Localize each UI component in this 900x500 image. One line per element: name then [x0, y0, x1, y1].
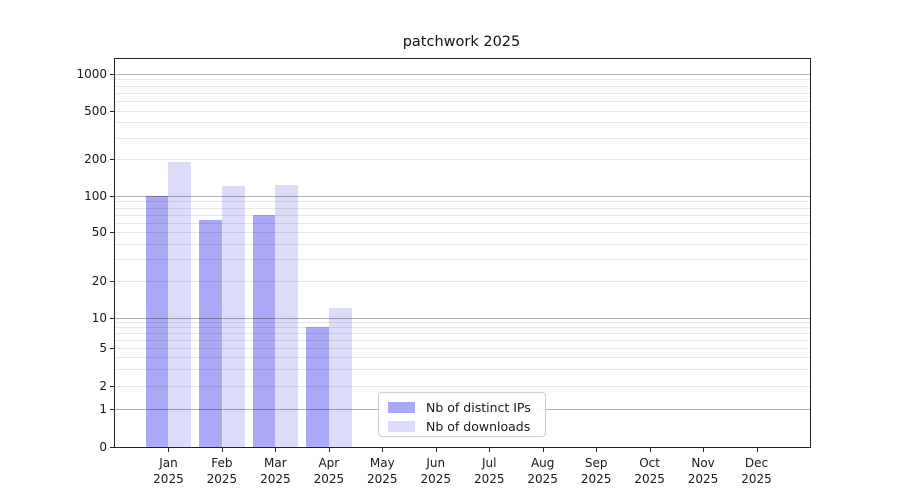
plot-area: 0 1 2 5 10 20 50 100 200 500 1000 Jan 2025 Feb 2025 M… [76, 58, 811, 486]
x-tick-label: Oct 2025 [634, 456, 665, 486]
y-tick-mark [110, 280, 115, 282]
legend-item-downloads: Nb of downloads [388, 418, 545, 435]
legend-label-downloads: Nb of downloads [426, 419, 531, 434]
y-tick-label: 1 [99, 401, 107, 416]
bar-distinct-ips-mar [252, 214, 276, 447]
y-tick-label: 200 [84, 152, 107, 167]
legend-label-distinct-ips: Nb of distinct IPs [426, 400, 531, 415]
x-tick-label: Mar 2025 [260, 456, 291, 486]
x-tick-mark [221, 448, 223, 452]
bar-downloads-mar [275, 184, 299, 447]
y-tick-label: 100 [84, 188, 107, 203]
legend: Nb of distinct IPs Nb of downloads [378, 392, 546, 437]
y-tick-mark [110, 232, 115, 234]
axis-layer: 0 1 2 5 10 20 50 100 200 500 1000 Jan 2025 Feb 2025 M… [76, 59, 810, 486]
y-tick-label: 20 [91, 273, 107, 288]
y-tick-label: 10 [91, 310, 107, 325]
x-tick-label: Feb 2025 [206, 456, 238, 486]
x-tick-mark [542, 448, 544, 452]
y-tick-mark [110, 73, 115, 75]
x-tick-label: Jul 2025 [473, 456, 505, 486]
y-tick-label: 50 [91, 225, 107, 240]
x-tick-mark [703, 448, 705, 452]
y-tick-label: 5 [99, 341, 107, 356]
x-tick-mark [168, 448, 170, 452]
bar-distinct-ips-feb [199, 220, 222, 447]
y-tick-mark [110, 447, 115, 448]
x-tick-label: Sep 2025 [580, 456, 612, 486]
bar-distinct-ips-apr [306, 327, 329, 447]
x-tick-mark [382, 448, 384, 452]
x-tick-label: Apr 2025 [313, 456, 345, 486]
y-tick-mark [110, 159, 115, 161]
x-tick-mark [328, 448, 330, 452]
legend-swatch-distinct-ips [388, 402, 415, 413]
y-tick-mark [110, 317, 115, 319]
chart-title: patchwork 2025 [402, 34, 521, 50]
y-tick-label: 500 [84, 103, 107, 118]
y-tick-mark [110, 408, 115, 410]
bar-distinct-ips-jan [145, 195, 169, 447]
x-tick-label: Nov 2025 [687, 456, 719, 486]
x-tick-label: Dec 2025 [741, 456, 772, 486]
x-tick-mark [275, 448, 277, 452]
x-tick-label: Aug 2025 [527, 456, 558, 486]
x-tick-mark [435, 448, 437, 452]
y-tick-mark [110, 348, 115, 350]
x-tick-mark [596, 448, 598, 452]
bars-layer [115, 59, 810, 447]
y-tick-mark [110, 195, 115, 197]
y-tick-label: 1000 [76, 66, 107, 81]
y-tick-mark [110, 110, 115, 112]
x-tick-mark [649, 448, 651, 452]
y-tick-label: 0 [99, 440, 107, 454]
x-tick-label: May 2025 [367, 456, 398, 486]
bar-downloads-feb [221, 186, 245, 447]
legend-item-distinct-ips: Nb of distinct IPs [388, 399, 545, 416]
legend-swatch-downloads [388, 421, 415, 432]
bar-downloads-jan [168, 161, 192, 447]
x-tick-label: Jun 2025 [420, 456, 452, 486]
y-tick-label: 2 [99, 378, 107, 393]
x-tick-label: Jan 2025 [153, 456, 184, 486]
x-tick-mark [489, 448, 491, 452]
x-tick-mark [756, 448, 758, 452]
bar-downloads-apr [328, 307, 352, 447]
y-tick-mark [110, 385, 115, 387]
